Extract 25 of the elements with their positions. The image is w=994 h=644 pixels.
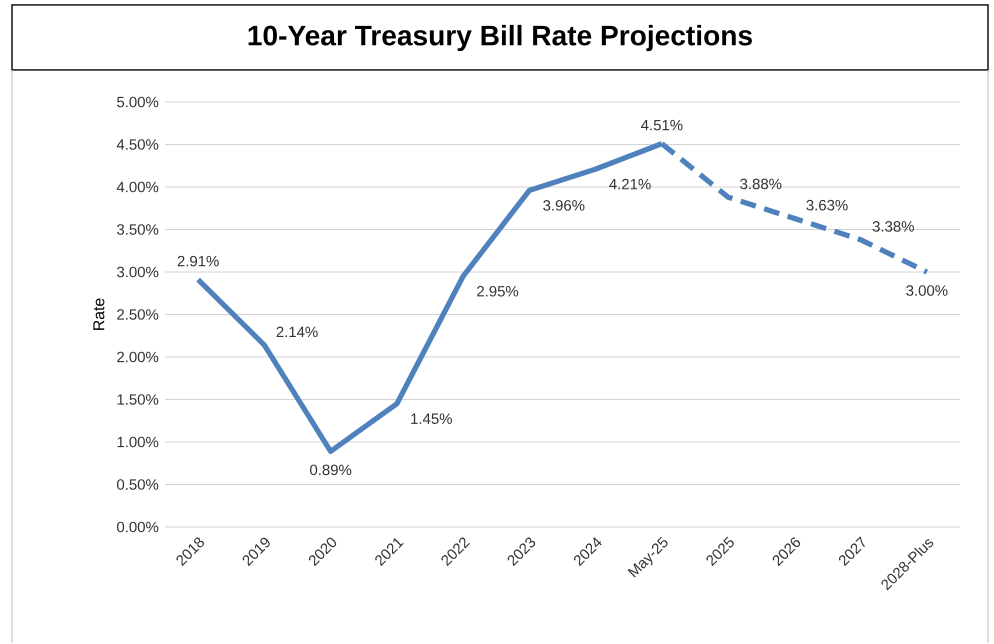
y-tick-label: 5.00% xyxy=(117,96,158,108)
data-label: 2.14% xyxy=(276,326,318,338)
y-tick-label: 1.50% xyxy=(118,394,158,406)
y-tick-label: 3.50% xyxy=(117,224,158,236)
y-tick-label: 0.00% xyxy=(117,522,158,532)
data-label: 1.45% xyxy=(411,414,452,424)
data-label: 0.89% xyxy=(310,464,352,476)
y-axis-title: Rate xyxy=(93,298,104,330)
y-tick-label: 2.00% xyxy=(117,352,158,363)
data-label: 2.91% xyxy=(178,256,219,267)
data-label: 3.00% xyxy=(906,285,948,296)
data-label: 3.38% xyxy=(872,221,914,232)
data-label: 3.63% xyxy=(806,200,848,211)
chart-title: 10-Year Treasury Bill Rate Projections xyxy=(248,25,752,52)
data-label: 4.51% xyxy=(641,120,683,131)
data-label: 4.21% xyxy=(609,179,651,190)
data-label: 2.95% xyxy=(477,286,518,297)
y-tick-label: 3.00% xyxy=(117,266,158,278)
data-label: 3.96% xyxy=(543,200,584,211)
y-tick-label: 4.50% xyxy=(116,139,158,150)
y-tick-label: 0.50% xyxy=(117,479,158,490)
data-label: 3.88% xyxy=(740,178,782,190)
y-tick-label: 4.00% xyxy=(116,182,158,193)
y-tick-label: 1.00% xyxy=(118,436,158,448)
y-tick-label: 2.50% xyxy=(117,309,158,320)
